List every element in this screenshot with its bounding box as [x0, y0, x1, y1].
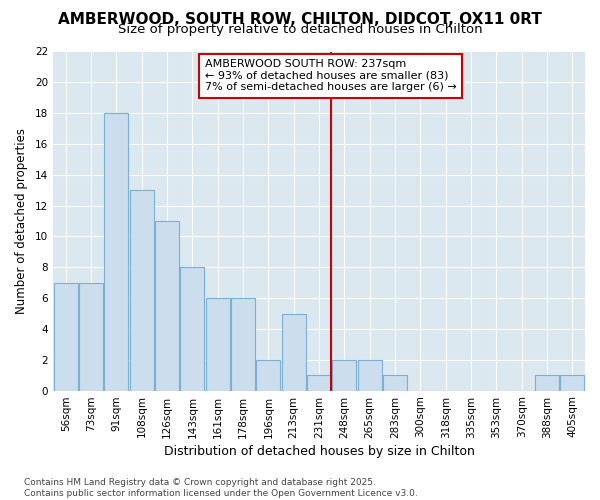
Bar: [560, 375, 584, 390]
Bar: [332, 360, 356, 390]
Bar: [155, 221, 179, 390]
Text: Size of property relative to detached houses in Chilton: Size of property relative to detached ho…: [118, 22, 482, 36]
Text: AMBERWOOD SOUTH ROW: 237sqm
← 93% of detached houses are smaller (83)
7% of semi: AMBERWOOD SOUTH ROW: 237sqm ← 93% of det…: [205, 59, 457, 92]
Bar: [53, 282, 78, 391]
Bar: [281, 314, 306, 390]
Text: AMBERWOOD, SOUTH ROW, CHILTON, DIDCOT, OX11 0RT: AMBERWOOD, SOUTH ROW, CHILTON, DIDCOT, O…: [58, 12, 542, 28]
Bar: [181, 268, 205, 390]
Bar: [256, 360, 280, 390]
X-axis label: Distribution of detached houses by size in Chilton: Distribution of detached houses by size …: [164, 444, 475, 458]
Bar: [535, 375, 559, 390]
Bar: [231, 298, 255, 390]
Bar: [307, 375, 331, 390]
Y-axis label: Number of detached properties: Number of detached properties: [15, 128, 28, 314]
Bar: [79, 282, 103, 391]
Text: Contains HM Land Registry data © Crown copyright and database right 2025.
Contai: Contains HM Land Registry data © Crown c…: [24, 478, 418, 498]
Bar: [130, 190, 154, 390]
Bar: [104, 113, 128, 390]
Bar: [206, 298, 230, 390]
Bar: [383, 375, 407, 390]
Bar: [358, 360, 382, 390]
